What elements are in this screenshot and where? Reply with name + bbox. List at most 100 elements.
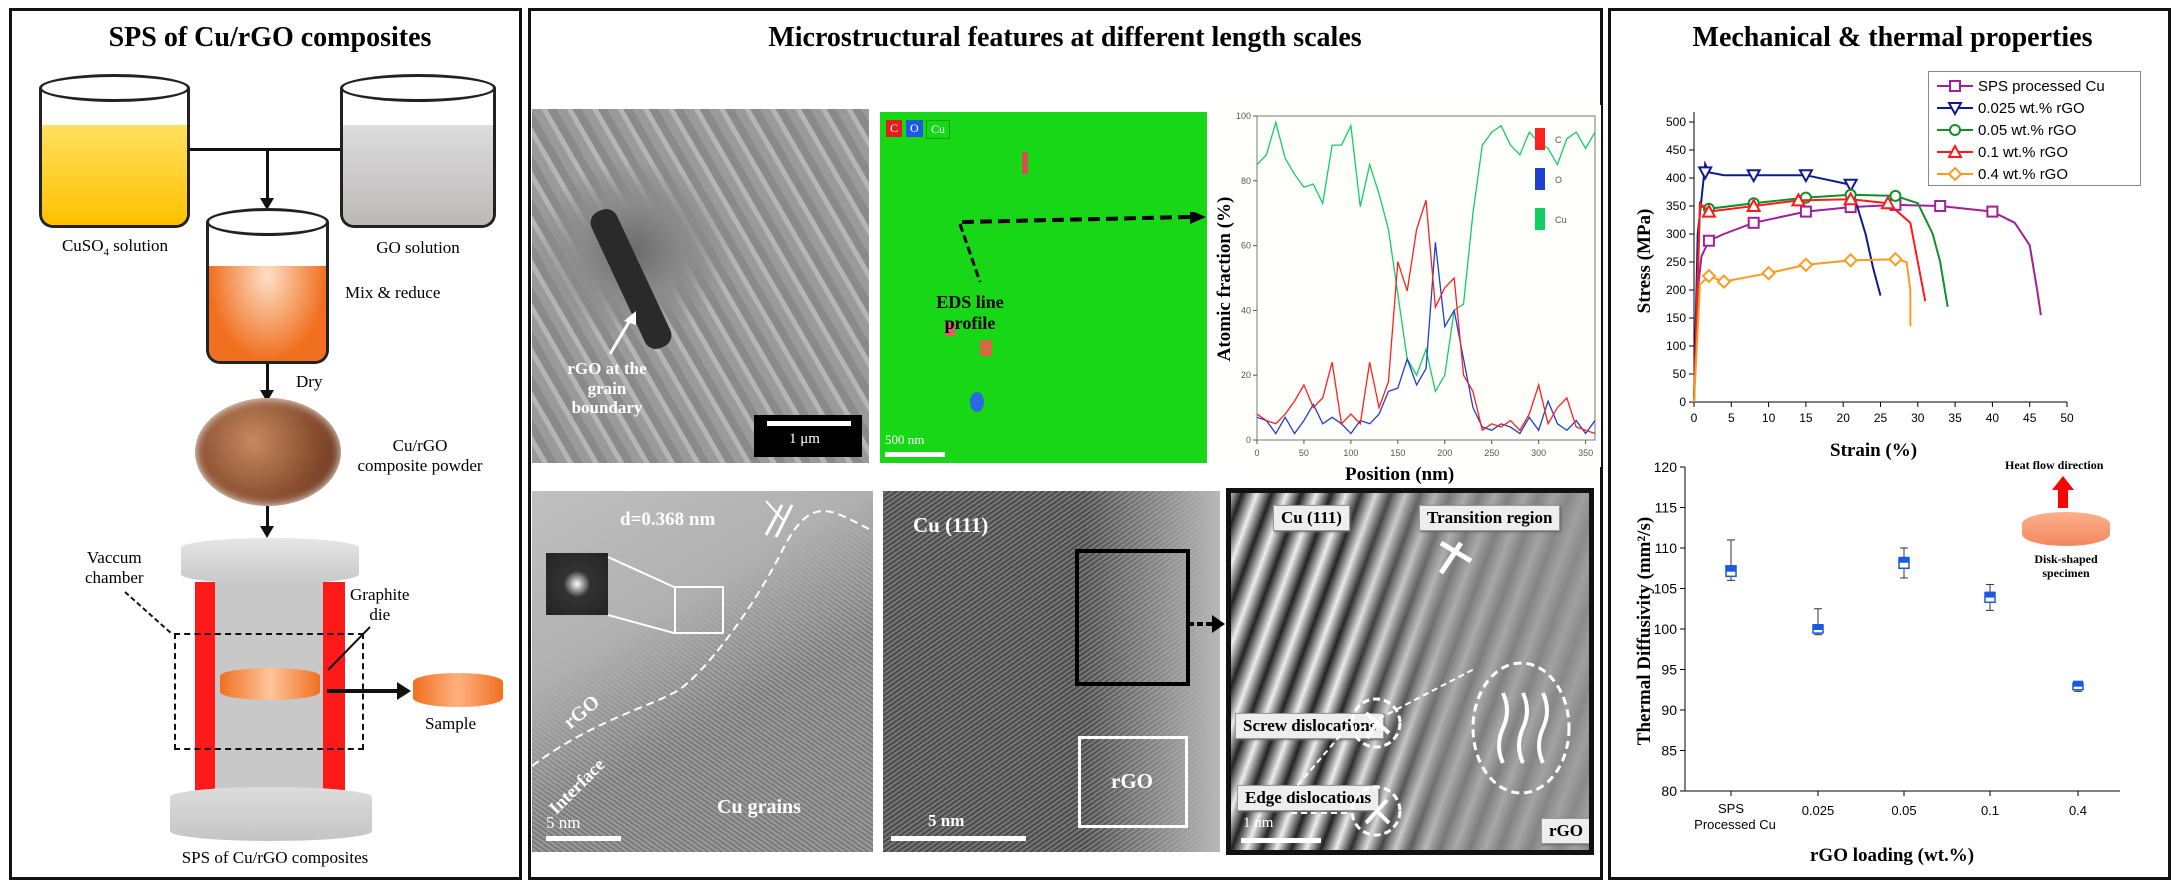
x-tick-label: 150 bbox=[1390, 448, 1405, 458]
powder-image bbox=[195, 398, 341, 506]
y-tick-label: 80 bbox=[1661, 783, 1677, 799]
y-tick-label: 150 bbox=[1666, 311, 1686, 325]
go-label: GO solution bbox=[376, 238, 460, 257]
ifft-rgo-tag: rGO bbox=[1541, 818, 1589, 844]
arrow-line bbox=[266, 364, 269, 392]
stress-strain-chart: 0 5 10 15 20 25 30 35 40 45 5005010015020025030035… bbox=[1666, 112, 2074, 425]
strain-xlabel: Strain (%) bbox=[1830, 440, 1918, 461]
d-spacing-label: d=0.368 nm bbox=[620, 509, 716, 530]
legend-item: 0.05 wt.% rGO bbox=[1935, 120, 2076, 140]
square-marker bbox=[1949, 80, 1961, 92]
series-line bbox=[1693, 160, 1882, 403]
die-pointer bbox=[327, 626, 371, 671]
tem2-scale-label: 5 nm bbox=[928, 811, 965, 830]
vacuum-pointer bbox=[124, 591, 173, 635]
zoom-box bbox=[674, 586, 724, 634]
cuso4-beaker bbox=[39, 74, 190, 228]
cu111-label: Cu (111) bbox=[913, 513, 989, 537]
x-tick-label: 35 bbox=[1948, 411, 1962, 425]
y-tick-label: 105 bbox=[1654, 581, 1678, 597]
x-tick-label: 50 bbox=[1299, 448, 1309, 458]
dry-label: Dry bbox=[296, 372, 323, 391]
legend-label: Cu bbox=[1555, 215, 1567, 225]
y-tick-label: 500 bbox=[1666, 115, 1686, 129]
y-tick-label: 400 bbox=[1666, 171, 1686, 185]
triangle-up-marker bbox=[1947, 144, 1963, 158]
y-tick-label: 100 bbox=[1654, 621, 1678, 637]
mix-liquid bbox=[209, 266, 326, 361]
y-tick-label: 250 bbox=[1666, 255, 1686, 269]
circle-marker bbox=[1889, 189, 1902, 202]
x-tick-label: 30 bbox=[1911, 411, 1925, 425]
legend-label: 0.4 wt.% rGO bbox=[1978, 165, 2069, 183]
rgo-label: rGO bbox=[1111, 769, 1153, 793]
y-tick-label: 40 bbox=[1241, 305, 1251, 315]
square-marker bbox=[1986, 205, 1999, 218]
eds-map-image: C O Cu EDS line profile 500 nm bbox=[880, 112, 1207, 463]
arrow-line bbox=[266, 148, 269, 200]
mix-beaker bbox=[206, 208, 329, 364]
x-tick-label: Processed Cu bbox=[1694, 817, 1776, 832]
rgo-region bbox=[532, 491, 873, 852]
go-liquid bbox=[343, 125, 493, 225]
transition-region-tag: Transition region bbox=[1419, 505, 1561, 531]
eds-line-arrow bbox=[958, 212, 1206, 283]
triangle-up-marker bbox=[1745, 197, 1762, 212]
x-tick-label: 0.025 bbox=[1802, 803, 1835, 818]
legend-marker-icon bbox=[1937, 80, 1973, 92]
median-marker bbox=[2073, 680, 2083, 687]
connector-line bbox=[190, 148, 340, 151]
y-tick-label: 0 bbox=[1679, 395, 1686, 409]
arrow-right-icon bbox=[397, 682, 411, 700]
x-tick-label: 10 bbox=[1762, 411, 1776, 425]
arrow-icon bbox=[608, 311, 636, 355]
rgo-loading-xlabel: rGO loading (wt.%) bbox=[1810, 845, 1975, 866]
arrow-down-icon bbox=[260, 198, 274, 210]
y-tick-label: 120 bbox=[1654, 459, 1678, 475]
sem-image: rGO at the grain boundary 1 μm bbox=[532, 109, 869, 463]
triangle-down-marker bbox=[1947, 102, 1963, 116]
sample-disk bbox=[413, 673, 503, 707]
legend-label: 0.025 wt.% rGO bbox=[1978, 99, 2085, 117]
y-tick-label: 115 bbox=[1655, 500, 1678, 516]
y-tick-label: 450 bbox=[1666, 143, 1686, 157]
median-marker bbox=[1985, 591, 1995, 598]
y-tick-label: 20 bbox=[1241, 370, 1251, 380]
triangle-up-marker bbox=[1842, 191, 1859, 206]
sample-label: Sample bbox=[425, 714, 476, 733]
y-tick-label: 100 bbox=[1236, 111, 1251, 121]
square-marker bbox=[1799, 205, 1812, 218]
particle bbox=[945, 322, 955, 336]
stress-ylabel: Stress (MPa) bbox=[1634, 208, 1655, 314]
triangle-down-marker bbox=[1745, 169, 1762, 184]
heat-flow-label: Heat flow direction bbox=[2005, 458, 2104, 472]
tem1-scale-label: 5 nm bbox=[546, 813, 581, 832]
square-marker bbox=[1934, 200, 1947, 212]
series-line bbox=[1693, 198, 1927, 403]
y-tick-label: 80 bbox=[1241, 176, 1251, 186]
press-top-punch bbox=[181, 538, 359, 584]
synthesis-title: SPS of Cu/rGO composites bbox=[108, 22, 432, 53]
ifft-image: Cu (111) Transition region Screw disloca… bbox=[1226, 488, 1594, 855]
diamond-marker bbox=[1947, 166, 1963, 182]
diamond-marker bbox=[1701, 268, 1717, 284]
sem-scale-label: 1 μm bbox=[789, 431, 820, 447]
legend-item: SPS processed Cu bbox=[1935, 76, 2105, 96]
y-tick-label: 350 bbox=[1666, 199, 1686, 213]
thermal-ylabel: Thermal Diffusivity (mm²/s) bbox=[1634, 516, 1655, 746]
legend-label: 0.05 wt.% rGO bbox=[1978, 121, 2077, 139]
fft-inset bbox=[546, 553, 608, 615]
legend-swatch-o bbox=[1535, 168, 1545, 190]
eds-xlabel: Position (nm) bbox=[1345, 464, 1455, 485]
x-tick-label: 200 bbox=[1437, 448, 1452, 458]
x-tick-label: 300 bbox=[1531, 448, 1546, 458]
ifft-arrow-line bbox=[1188, 622, 1214, 626]
triangle-up-marker bbox=[1880, 195, 1896, 210]
series-line bbox=[1693, 203, 2042, 403]
x-tick-label: 15 bbox=[1799, 411, 1813, 425]
legend-label: 0.1 wt.% rGO bbox=[1978, 143, 2069, 161]
median-marker bbox=[1813, 624, 1823, 630]
x-tick-label: 0.05 bbox=[1891, 803, 1916, 818]
legend-marker-icon bbox=[1937, 166, 1973, 182]
x-tick-label: SPS bbox=[1718, 801, 1744, 816]
